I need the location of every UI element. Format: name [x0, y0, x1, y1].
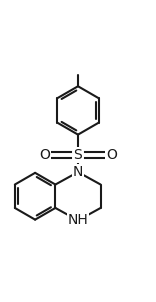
Text: N: N [73, 165, 83, 179]
Text: S: S [74, 148, 82, 162]
Text: O: O [106, 148, 117, 162]
Text: O: O [39, 148, 50, 162]
Text: N: N [73, 165, 83, 179]
Text: NH: NH [68, 214, 88, 227]
